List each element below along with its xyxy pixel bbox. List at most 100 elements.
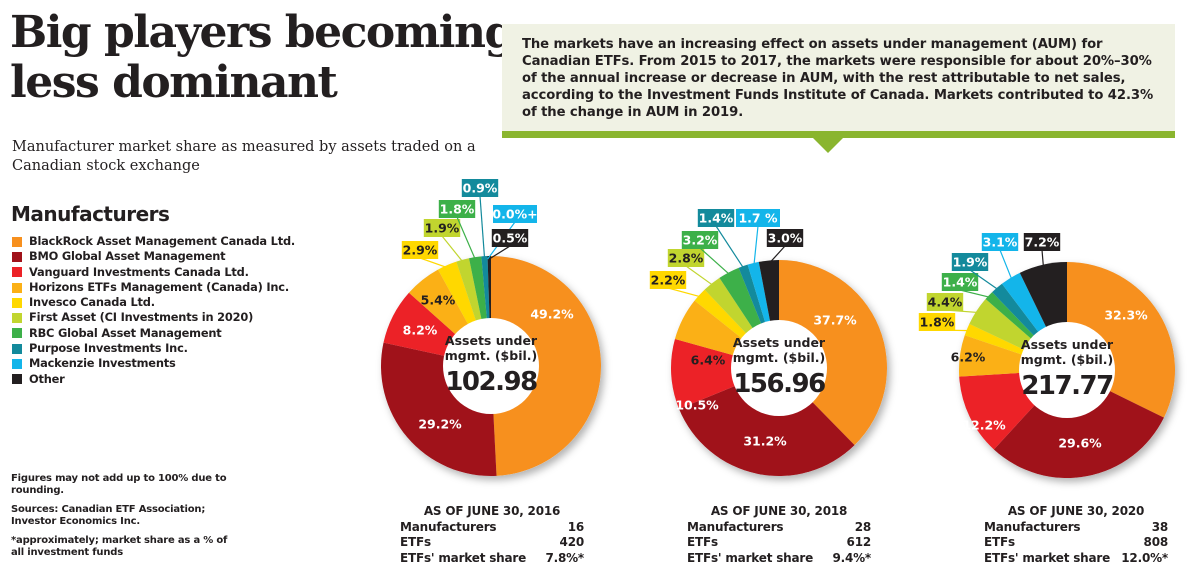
stats-label: Manufacturers (984, 519, 1081, 534)
aum-total: 217.77 (1021, 371, 1113, 401)
label-box (438, 200, 476, 218)
legend-item: Horizons ETFs Management (Canada) Inc. (12, 280, 295, 295)
leader-line (419, 257, 449, 269)
legend-label: BlackRock Asset Management Canada Ltd. (29, 234, 296, 248)
stats-value: 38 (1151, 519, 1169, 534)
stats-row: Manufacturers 16 (400, 520, 584, 536)
stats-label: Manufacturers (687, 519, 784, 534)
title-line-2: less dominant (10, 57, 338, 108)
stats-value: 612 (846, 535, 872, 549)
stats-row: ETFs' market share 9.4%* (687, 551, 871, 567)
legend-swatch (12, 359, 22, 370)
stats-date: AS OF JUNE 30, 2018 (710, 504, 848, 518)
center-label-line2: mgmt. ($bil.) (1021, 352, 1113, 367)
label-box (491, 229, 529, 247)
stats-row: ETFs 808 (984, 535, 1168, 551)
legend-item: BlackRock Asset Management Canada Ltd. (12, 234, 295, 249)
leader-line (685, 265, 715, 287)
stats-label: ETFs (984, 535, 1015, 549)
slice-label: 10.5% (675, 398, 719, 413)
slice-label: 12.2% (962, 418, 1006, 433)
slice-label: 2.2% (651, 273, 686, 288)
legend-title: Manufacturers (11, 202, 170, 226)
legend-swatch (12, 374, 22, 385)
slice-label: 6.2% (951, 350, 986, 365)
donut-hole (1019, 322, 1115, 418)
stats-label: ETFs (400, 535, 431, 549)
legend: BlackRock Asset Management Canada Ltd. BM… (12, 234, 295, 387)
legend-item: Other (12, 372, 295, 387)
stats-label: Manufacturers (400, 519, 497, 534)
donut-hole (731, 320, 827, 416)
stats-value: 420 (559, 535, 585, 549)
leader-line (479, 195, 486, 260)
stats-label: ETFs' market share (984, 550, 1111, 565)
label-box (736, 209, 780, 227)
legend-item: Vanguard Investments Canada Ltd. (12, 265, 295, 280)
legend-swatch (12, 328, 22, 339)
slice-label: 2.8% (669, 251, 704, 266)
slice-blackrock (779, 260, 887, 446)
slice-label: 1.9% (953, 255, 988, 270)
slice-label: 0.5% (493, 231, 528, 246)
slice-label: 0.0%+ (492, 207, 537, 222)
legend-item: First Asset (CI Investments in 2020) (12, 310, 295, 325)
subtitle: Manufacturer market share as measured by… (12, 139, 476, 174)
slice-bmo (679, 368, 855, 477)
slice-label: 1.8% (440, 202, 475, 217)
legend-swatch (12, 267, 22, 278)
legend-label: Invesco Canada Ltd. (29, 295, 155, 310)
page-title: Big players becoming less dominant (10, 7, 515, 108)
leader-line (999, 249, 1013, 281)
stats-value: 28 (854, 519, 872, 534)
stats-table: AS OF JUNE 30, 2018 Manufacturers 28 ETFs 61… (687, 504, 871, 566)
label-box (926, 293, 964, 311)
slice-label: 1.7 % (738, 211, 777, 226)
stats-label: ETFs (687, 535, 718, 549)
legend-label: Mackenzie Investments (29, 356, 176, 371)
legend-label: Other (29, 371, 65, 386)
slice-label: 3.2% (683, 233, 718, 248)
legend-label: Purpose Investments Inc. (29, 341, 188, 356)
stats-value: 7.8%* (545, 550, 584, 565)
slice-label: 1.4% (699, 211, 734, 226)
legend-swatch (12, 313, 22, 324)
legend-item: RBC Global Asset Management (12, 326, 295, 341)
leader-line (753, 225, 759, 267)
stats-value: 808 (1143, 535, 1169, 549)
stats-value: 9.4%* (832, 550, 871, 565)
sources-note: Sources: Canadian ETF Association; Inves… (11, 504, 206, 527)
leader-line (456, 216, 477, 261)
center-label-line1: Assets under (445, 333, 538, 348)
leader-line (699, 247, 731, 276)
label-box (766, 229, 804, 247)
label-box (918, 313, 956, 331)
title-line-1: Big players becoming (10, 7, 515, 58)
legend-item: Purpose Investments Inc. (12, 341, 295, 356)
notes: Figures may not add up to 100% due to ro… (11, 473, 241, 566)
slice-label: 31.2% (743, 434, 787, 449)
slice-label: 1.9% (425, 221, 460, 236)
legend-label: First Asset (CI Investments in 2020) (29, 310, 254, 325)
stats-row: ETFs 420 (400, 535, 584, 551)
slice-blackrock (491, 256, 601, 476)
leader-line (715, 225, 745, 270)
slice-label: 5.4% (421, 293, 456, 308)
stats-date: AS OF JUNE 30, 2020 (1007, 504, 1145, 518)
stats-row: ETFs 612 (687, 535, 871, 551)
stats-label: ETFs' market share (687, 550, 814, 565)
leader-line (959, 289, 992, 299)
label-box (681, 231, 719, 249)
legend-item: Invesco Canada Ltd. (12, 295, 295, 310)
slice-label: 1.4% (943, 275, 978, 290)
stats-row: ETFs' market share 7.8%* (400, 551, 584, 567)
label-box (461, 179, 499, 197)
stats-value: 16 (567, 519, 585, 534)
leader-line (441, 235, 464, 263)
legend-label: RBC Global Asset Management (29, 325, 222, 340)
legend-swatch (12, 251, 22, 262)
stats-row: Manufacturers 28 (687, 520, 871, 536)
